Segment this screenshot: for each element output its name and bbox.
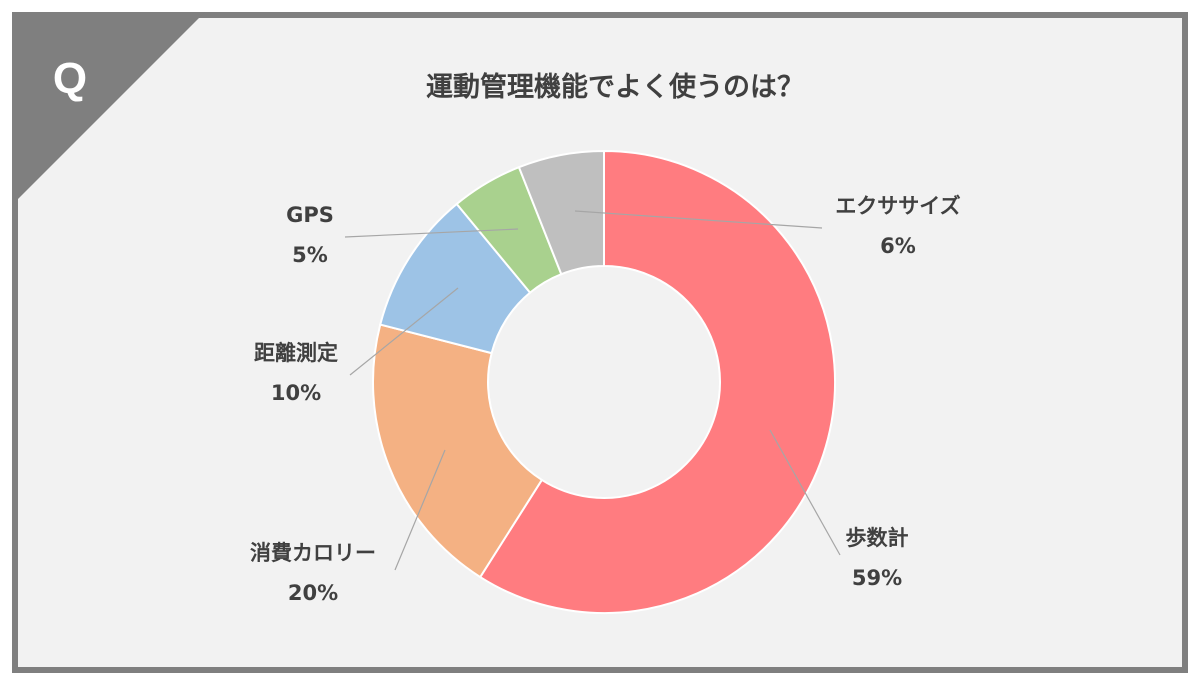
chart-title: 運動管理機能でよく使うのは？: [426, 71, 804, 103]
slice-label-0: 歩数計: [846, 526, 909, 550]
slice-percent-2: 10%: [271, 381, 321, 405]
slice-label-1: 消費カロリー: [250, 541, 376, 565]
slice-label-4: エクササイズ: [835, 194, 960, 218]
slice-percent-4: 6%: [880, 234, 916, 258]
slice-label-3: GPS: [286, 203, 334, 227]
slice-4: [517, 149, 605, 276]
corner-badge: [12, 12, 205, 205]
slice-1: [372, 323, 544, 579]
slice-percent-1: 20%: [288, 581, 338, 605]
badge-letter: Q: [53, 54, 87, 103]
leader-line-0: [769, 429, 841, 556]
slice-percent-0: 59%: [852, 566, 902, 590]
leader-line-3: [344, 228, 519, 238]
leader-line-2: [349, 287, 459, 376]
slice-percent-3: 5%: [292, 243, 328, 267]
slice-label-2: 距離測定: [254, 341, 338, 365]
leader-line-1: [394, 449, 446, 571]
slice-0: [478, 149, 836, 614]
leader-line-4: [574, 210, 823, 229]
